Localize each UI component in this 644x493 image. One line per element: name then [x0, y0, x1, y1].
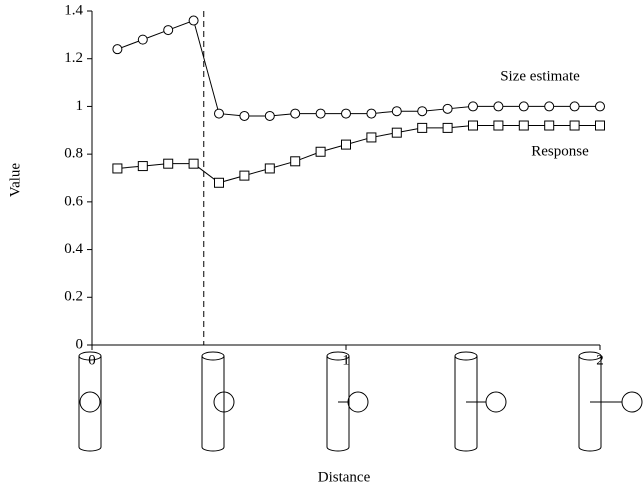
- marker: [188, 158, 199, 169]
- marker: [468, 101, 478, 112]
- y-tick-label: 0.4: [64, 241, 83, 257]
- marker: [366, 132, 377, 143]
- marker: [264, 163, 275, 174]
- marker: [493, 120, 504, 131]
- y-tick-label: 1: [76, 98, 84, 114]
- marker: [468, 120, 478, 131]
- marker: [391, 106, 402, 117]
- marker: [544, 101, 555, 112]
- series-label: Response: [531, 143, 589, 159]
- y-tick-label: 1.2: [64, 50, 83, 66]
- marker: [112, 163, 123, 174]
- marker: [112, 44, 123, 55]
- marker: [214, 177, 224, 188]
- marker: [391, 127, 402, 138]
- marker: [442, 122, 453, 133]
- y-tick-label: 0.2: [64, 289, 83, 305]
- marker: [366, 108, 377, 119]
- illustration: [578, 351, 643, 452]
- marker: [214, 108, 224, 119]
- marker: [569, 101, 580, 112]
- marker: [239, 170, 250, 181]
- marker: [518, 120, 529, 131]
- marker: [290, 156, 301, 167]
- y-axis-label: Value: [7, 163, 23, 197]
- illustration: [454, 351, 507, 452]
- marker: [290, 108, 301, 119]
- marker: [137, 34, 148, 45]
- marker: [137, 161, 148, 172]
- illustration: [326, 351, 369, 452]
- marker: [188, 15, 199, 26]
- illustration: [78, 351, 102, 452]
- marker: [544, 120, 555, 131]
- marker: [264, 110, 275, 121]
- marker: [569, 120, 580, 131]
- series-label: Size estimate: [500, 68, 580, 84]
- illustration: [201, 351, 235, 452]
- marker: [341, 108, 351, 119]
- x-tick-label: 1: [342, 352, 350, 368]
- y-tick-label: 0.6: [64, 193, 83, 209]
- marker: [493, 101, 504, 112]
- marker: [239, 110, 250, 121]
- marker: [163, 158, 174, 169]
- marker: [315, 108, 326, 119]
- marker: [442, 103, 453, 114]
- marker: [341, 139, 351, 150]
- marker: [315, 146, 326, 157]
- marker: [595, 120, 605, 131]
- y-tick-label: 0: [76, 336, 84, 352]
- series-line: [117, 125, 600, 184]
- marker: [518, 101, 529, 112]
- marker: [417, 106, 428, 117]
- marker: [417, 122, 428, 133]
- x-axis-label: Distance: [318, 469, 371, 485]
- x-tick-label: 2: [596, 352, 604, 368]
- y-tick-label: 1.4: [64, 2, 83, 18]
- y-tick-label: 0.8: [64, 146, 83, 162]
- marker: [163, 25, 174, 36]
- marker: [595, 101, 605, 112]
